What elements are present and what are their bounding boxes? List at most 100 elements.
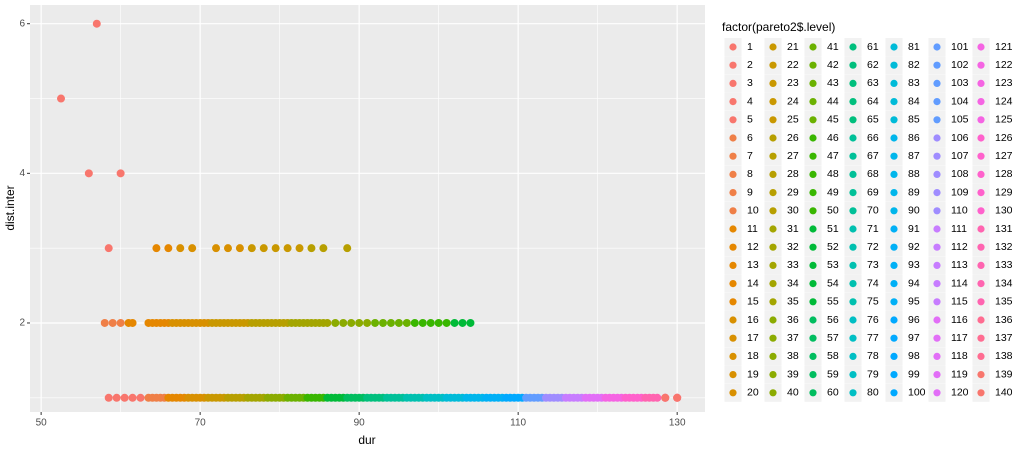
legend-key [933,334,941,342]
legend-key [729,134,737,142]
legend-key [849,189,857,197]
point [247,244,256,253]
legend-key [933,298,941,306]
point [661,393,670,402]
legend-label: 36 [787,314,799,326]
legend-label: 91 [908,223,920,235]
legend-label: 61 [867,41,879,53]
legend-key [729,116,737,124]
legend-key [890,207,898,215]
point [410,318,419,327]
legend-label: 48 [827,168,839,180]
legend-label: 89 [908,186,920,198]
legend-key [849,170,857,178]
legend-label: 72 [867,241,879,253]
legend-key [769,61,777,69]
legend-label: 68 [867,168,879,180]
legend-key [933,189,941,197]
legend-key [933,170,941,178]
legend-key [769,116,777,124]
legend-label: 34 [787,277,799,289]
legend-key [849,280,857,288]
point [355,318,364,327]
point [295,244,304,253]
point [283,244,292,253]
legend-key [977,207,985,215]
legend-key [809,371,817,379]
legend-label: 30 [787,205,799,217]
legend-label: 10 [747,205,759,217]
legend-key [933,43,941,51]
legend-label: 82 [908,59,920,71]
legend-key [769,334,777,342]
legend-key [890,43,898,51]
legend-key [890,261,898,269]
point [57,94,66,103]
legend-key [809,225,817,233]
point [458,318,467,327]
legend: factor(pareto2$.level) 12345678910111213… [722,20,1013,402]
legend-label: 128 [995,168,1013,180]
legend-label: 42 [827,59,839,71]
legend-key [933,261,941,269]
point [653,393,662,402]
legend-label: 1 [747,41,753,53]
legend-key [769,79,777,87]
legend-key [933,98,941,106]
legend-label: 136 [995,314,1013,326]
legend-key [769,261,777,269]
legend-label: 19 [747,368,759,380]
point [136,393,145,402]
legend-key [769,207,777,215]
legend-key [933,79,941,87]
point [84,169,93,178]
legend-label: 26 [787,132,799,144]
legend-key [933,280,941,288]
legend-key [769,225,777,233]
legend-label: 25 [787,114,799,126]
legend-label: 113 [951,259,968,271]
legend-label: 21 [787,41,799,53]
legend-label: 103 [951,77,969,89]
legend-label: 57 [827,332,839,344]
point [212,244,221,253]
point [104,393,113,402]
legend-label: 126 [995,132,1013,144]
point [426,318,435,327]
legend-key [977,280,985,288]
legend-key [809,116,817,124]
legend-label: 50 [827,205,839,217]
legend-key [729,243,737,251]
legend-key [933,207,941,215]
legend-key [890,116,898,124]
legend-label: 62 [867,59,879,71]
legend-key [769,371,777,379]
legend-label: 137 [995,332,1013,344]
legend-key [977,152,985,160]
x-tick-label: 70 [195,418,207,429]
point [331,318,340,327]
legend-label: 13 [747,259,759,271]
legend-key [809,79,817,87]
legend-key [933,243,941,251]
legend-label: 135 [995,296,1013,308]
legend-label: 74 [867,277,879,289]
legend-key [933,316,941,324]
legend-label: 100 [908,387,926,399]
legend-key [729,389,737,397]
legend-key [890,334,898,342]
point [120,393,129,402]
legend-key [977,79,985,87]
legend-label: 95 [908,296,920,308]
legend-label: 85 [908,114,920,126]
legend-label: 54 [827,277,839,289]
legend-label: 133 [995,259,1013,271]
legend-label: 140 [995,387,1013,399]
legend-key [977,243,985,251]
legend-label: 8 [747,168,753,180]
point [271,244,280,253]
legend-label: 4 [747,95,753,107]
legend-label: 122 [995,59,1013,71]
legend-key [729,43,737,51]
legend-label: 20 [747,387,759,399]
